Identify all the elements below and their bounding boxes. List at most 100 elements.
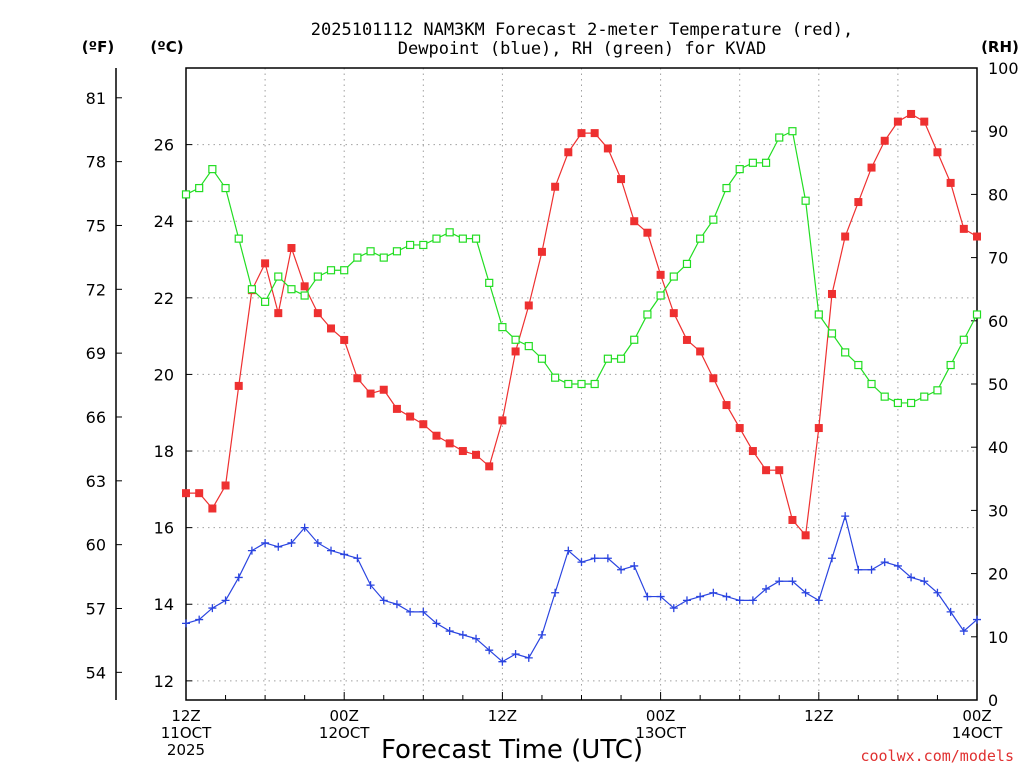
x-tick-label: 14OCT (952, 724, 1003, 742)
fahrenheit-tick-label: 54 (86, 663, 106, 682)
temperature-point (208, 504, 217, 513)
rh-point (854, 360, 863, 370)
rh-point (972, 310, 982, 319)
rh-point (195, 183, 204, 193)
fahrenheit-tick-label: 57 (86, 599, 106, 618)
temperature-point (893, 117, 902, 126)
rh-tick-label: 0 (988, 691, 998, 710)
x-axis-label: Forecast Time (UTC) (381, 735, 643, 765)
rh-tick-label: 50 (988, 375, 1008, 394)
dewpoint-point (379, 596, 388, 605)
x-tick-label: 12Z (804, 707, 833, 725)
rh-point (524, 341, 533, 351)
dewpoint-point (511, 650, 520, 659)
dewpoint-point (709, 588, 718, 597)
x-tick-label: 00Z (646, 707, 675, 725)
dewpoint-point (841, 512, 850, 521)
temperature-point (340, 335, 349, 344)
dewpoint-point (445, 627, 454, 636)
fahrenheit-tick-label: 69 (86, 344, 106, 363)
temperature-point (814, 424, 823, 433)
temperature-point (261, 259, 270, 268)
temperature-point (458, 447, 467, 456)
temperature-point (498, 416, 507, 425)
dewpoint-point (498, 657, 507, 666)
rh-point (630, 335, 639, 344)
temperature-point (432, 431, 441, 440)
dewpoint-point (366, 581, 375, 590)
temperature-point (603, 144, 612, 153)
rh-point (788, 127, 797, 136)
rh-point (537, 354, 547, 363)
temperature-point (682, 335, 691, 344)
temperature-point (801, 531, 810, 540)
celsius-tick-label: 26 (154, 136, 174, 155)
dewpoint-line (185, 513, 978, 663)
dewpoint-point (287, 538, 296, 547)
temperature-point (406, 412, 415, 421)
temperature-point (669, 309, 678, 318)
celsius-tick-label: 18 (154, 442, 174, 461)
rh-point (656, 291, 665, 300)
x-tick-label: 00Z (330, 707, 359, 725)
dewpoint-point (340, 550, 349, 559)
temperature-point (445, 439, 454, 448)
dewpoint-point (564, 546, 573, 555)
x-tick-label: 13OCT (635, 724, 686, 742)
dewpoint-point (590, 554, 599, 563)
rh-point (959, 335, 968, 344)
rh-point (261, 297, 270, 306)
dewpoint-point (722, 592, 731, 601)
temperature-point (353, 374, 362, 383)
dewpoint-point (603, 554, 612, 563)
rh-point (841, 348, 850, 357)
temperature-point (762, 466, 771, 475)
temperature-point (379, 385, 388, 394)
rh-point (326, 266, 336, 275)
rh-tick-label: 40 (988, 438, 1008, 457)
dewpoint-point (551, 588, 560, 597)
rh-unit-label: (RH) (981, 38, 1019, 56)
rh-tick-label: 90 (988, 122, 1008, 141)
rh-point (564, 379, 573, 389)
temperature-point (182, 489, 190, 498)
rh-point (722, 183, 731, 193)
rh-point (313, 272, 322, 281)
rh-point (761, 158, 771, 167)
temperature-point (287, 244, 296, 253)
temperature-point (880, 136, 889, 145)
temperature-point (327, 324, 336, 333)
rh-point (696, 234, 705, 243)
rh-point (221, 183, 230, 193)
temperature-point (221, 481, 230, 490)
rh-tick-label: 60 (988, 312, 1008, 331)
rh-point (379, 253, 388, 262)
celsius-tick-label: 12 (154, 672, 174, 691)
temperature-point (907, 109, 916, 118)
fahrenheit-tick-label: 60 (86, 536, 106, 555)
dewpoint-point (195, 615, 204, 624)
dewpoint-point (247, 546, 256, 555)
rh-point (682, 259, 692, 269)
dewpoint-point (854, 565, 863, 574)
rh-point (366, 247, 375, 256)
temperature-point (722, 401, 731, 410)
dewpoint-point (762, 584, 771, 593)
x-tick-label: 12Z (488, 707, 517, 725)
temperature-point (959, 224, 968, 233)
temperature-line (186, 113, 978, 537)
dewpoint-point (748, 596, 757, 605)
temperature-point (867, 163, 876, 172)
rh-point (458, 234, 467, 243)
chart-title-line2: Dewpoint (blue), RH (green) for KVAD (398, 39, 766, 59)
temperature-point (392, 404, 401, 413)
rh-point (234, 234, 243, 243)
rh-point (300, 291, 309, 300)
dewpoint-point (261, 538, 270, 547)
rh-point (208, 165, 217, 174)
rh-point (392, 247, 402, 256)
x-tick-label: 00Z (962, 707, 991, 725)
temperature-point (617, 175, 626, 184)
dewpoint-point (933, 588, 942, 597)
dewpoint-point (814, 596, 823, 605)
